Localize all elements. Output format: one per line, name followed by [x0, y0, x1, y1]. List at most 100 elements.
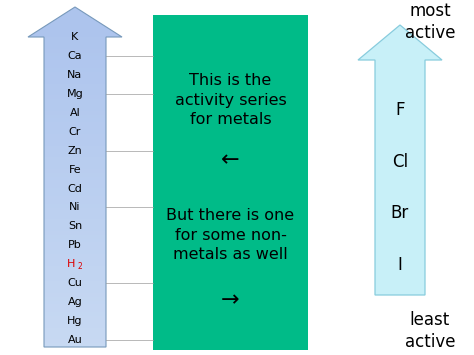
Polygon shape — [44, 223, 106, 227]
Polygon shape — [358, 25, 442, 295]
Polygon shape — [72, 8, 78, 9]
Polygon shape — [44, 343, 106, 347]
Text: Sn: Sn — [68, 222, 82, 231]
Polygon shape — [36, 31, 114, 32]
Polygon shape — [44, 95, 106, 99]
Text: Cd: Cd — [68, 184, 82, 193]
Polygon shape — [44, 277, 106, 281]
Polygon shape — [42, 27, 108, 28]
Polygon shape — [44, 273, 106, 277]
Polygon shape — [44, 215, 106, 219]
Polygon shape — [59, 16, 91, 17]
Polygon shape — [67, 11, 83, 12]
Polygon shape — [44, 173, 106, 176]
Polygon shape — [44, 231, 106, 235]
Polygon shape — [44, 72, 106, 76]
Text: 2: 2 — [78, 262, 82, 271]
Polygon shape — [44, 161, 106, 165]
Polygon shape — [44, 258, 106, 262]
Text: Mg: Mg — [67, 89, 83, 99]
Polygon shape — [44, 99, 106, 103]
Polygon shape — [44, 339, 106, 343]
Polygon shape — [44, 293, 106, 297]
Polygon shape — [28, 36, 122, 37]
Polygon shape — [70, 9, 80, 10]
Text: active: active — [405, 333, 455, 351]
Polygon shape — [44, 26, 106, 27]
Polygon shape — [44, 269, 106, 273]
Text: least: least — [410, 311, 450, 329]
Text: H: H — [67, 259, 75, 269]
Polygon shape — [73, 7, 77, 8]
Text: Na: Na — [67, 70, 82, 80]
Polygon shape — [44, 235, 106, 239]
Polygon shape — [48, 23, 101, 24]
Text: F: F — [395, 101, 405, 119]
Polygon shape — [29, 35, 120, 36]
Text: Fe: Fe — [69, 165, 82, 175]
Text: This is the
activity series
for metals: This is the activity series for metals — [174, 73, 286, 127]
Polygon shape — [44, 122, 106, 126]
Polygon shape — [44, 126, 106, 130]
Text: Hg: Hg — [67, 316, 83, 326]
Polygon shape — [44, 320, 106, 324]
Polygon shape — [61, 15, 89, 16]
Polygon shape — [44, 262, 106, 266]
Polygon shape — [44, 308, 106, 312]
Polygon shape — [44, 142, 106, 146]
Polygon shape — [44, 285, 106, 289]
Text: most: most — [409, 2, 451, 20]
Text: active: active — [405, 24, 455, 42]
Polygon shape — [33, 33, 117, 34]
Text: Ag: Ag — [68, 297, 82, 307]
Polygon shape — [69, 10, 81, 11]
Polygon shape — [44, 196, 106, 200]
Polygon shape — [153, 15, 308, 350]
Polygon shape — [44, 176, 106, 180]
Polygon shape — [45, 25, 105, 26]
Polygon shape — [41, 28, 109, 29]
Polygon shape — [44, 83, 106, 87]
Polygon shape — [44, 316, 106, 320]
Polygon shape — [44, 60, 106, 64]
Polygon shape — [44, 149, 106, 153]
Polygon shape — [44, 335, 106, 339]
Polygon shape — [50, 22, 100, 23]
Polygon shape — [44, 103, 106, 107]
Polygon shape — [44, 68, 106, 72]
Polygon shape — [44, 304, 106, 308]
Text: I: I — [398, 256, 402, 274]
Polygon shape — [44, 146, 106, 149]
Text: Al: Al — [70, 108, 81, 118]
Polygon shape — [44, 180, 106, 184]
Polygon shape — [44, 115, 106, 118]
Polygon shape — [44, 111, 106, 115]
Polygon shape — [44, 91, 106, 95]
Polygon shape — [44, 219, 106, 223]
Text: →: → — [221, 290, 240, 310]
Polygon shape — [44, 153, 106, 157]
Text: Au: Au — [68, 335, 82, 345]
Polygon shape — [44, 169, 106, 173]
Polygon shape — [44, 211, 106, 215]
Polygon shape — [58, 17, 92, 18]
Polygon shape — [44, 242, 106, 246]
Text: Ca: Ca — [68, 51, 82, 61]
Text: Cl: Cl — [392, 153, 408, 171]
Polygon shape — [44, 49, 106, 53]
Polygon shape — [44, 328, 106, 332]
Polygon shape — [65, 12, 84, 13]
Polygon shape — [44, 246, 106, 250]
Polygon shape — [44, 134, 106, 138]
Polygon shape — [44, 300, 106, 304]
Polygon shape — [31, 34, 119, 35]
Polygon shape — [44, 200, 106, 204]
Polygon shape — [44, 45, 106, 49]
Polygon shape — [44, 118, 106, 122]
Polygon shape — [44, 56, 106, 60]
Polygon shape — [56, 18, 94, 19]
Polygon shape — [44, 64, 106, 68]
Polygon shape — [44, 297, 106, 300]
Polygon shape — [44, 165, 106, 169]
Polygon shape — [44, 87, 106, 91]
